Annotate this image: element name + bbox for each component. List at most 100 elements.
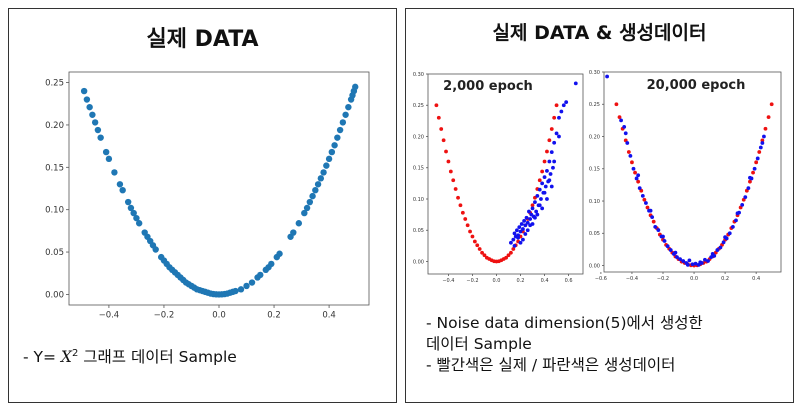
data-point-y-x-2-sample [97, 134, 104, 141]
data-point-generated [703, 257, 707, 262]
data-point-generated [619, 118, 623, 123]
data-point-generated [545, 197, 549, 201]
data-point-generated [557, 115, 561, 120]
x-tick-label: −0.6 [595, 276, 607, 282]
y-tick-label: 0.05 [589, 231, 600, 237]
epoch-2000-chart: −0.4 −0.2 0.0 0.2 0.4 0.6 0.00 0.05 0.10 0.15 0.20… [413, 72, 584, 284]
data-point-generated [543, 184, 548, 189]
data-point-generated [668, 248, 673, 252]
data-point-real [549, 127, 554, 131]
real-data-title: 실제 DATA [146, 27, 259, 52]
data-point-generated [551, 165, 555, 170]
data-point-real [480, 250, 484, 255]
data-point-generated [525, 220, 530, 225]
x-tick-label: −0.4 [626, 276, 638, 282]
data-point-generated [523, 223, 528, 228]
data-point-y-x-2-sample [334, 134, 341, 141]
data-point-generated [547, 178, 552, 183]
data-point-real [504, 255, 509, 260]
data-point-generated [549, 150, 554, 155]
y-tick-label: 0.00 [413, 259, 424, 265]
data-point-real [547, 138, 552, 143]
data-point-real [614, 102, 619, 107]
caption-rest: 그래프 데이터 Sample [78, 348, 237, 367]
data-point-generated [723, 235, 728, 240]
data-point-generated [573, 81, 578, 86]
data-point-real [434, 103, 439, 108]
real-data-panel: 실제 DATA −0.4 −0.2 0.0 0.2 0.4 0.00 0.05 0.10 0.1… [8, 8, 397, 403]
data-point-real [444, 149, 448, 154]
data-point-real [642, 197, 647, 202]
data-point-generated [561, 103, 566, 108]
data-point-real [458, 203, 463, 208]
x-tick-label: −0.4 [442, 278, 454, 284]
data-point-y-x-2-sample [345, 103, 352, 111]
y-tick-label: 0.10 [413, 197, 424, 203]
data-point-real [537, 178, 542, 183]
data-point-generated [554, 131, 559, 136]
data-point-real [540, 169, 545, 174]
data-point-generated [636, 173, 641, 178]
data-point-generated [552, 140, 557, 145]
data-point-real [441, 138, 446, 143]
data-point-generated [735, 211, 740, 216]
data-point-real [645, 205, 650, 210]
data-point-generated [533, 200, 537, 205]
data-point-generated [564, 100, 569, 105]
data-point-y-x-2-sample [124, 198, 132, 206]
y-tick-label: 0.20 [45, 121, 64, 131]
data-point-y-x-2-sample [317, 175, 325, 182]
epoch-label: 20,000 epoch [647, 78, 746, 93]
data-point-generated [681, 259, 686, 263]
data-point-generated [539, 197, 543, 201]
data-point-generated [640, 193, 645, 198]
data-point-generated [521, 237, 525, 242]
data-point-generated [634, 176, 639, 181]
data-point-y-x-2-sample [320, 169, 327, 176]
data-point-generated [644, 201, 648, 205]
plot-frame [603, 71, 782, 273]
data-point-y-x-2-sample [130, 209, 137, 217]
data-point-generated [734, 218, 738, 223]
y-tick-label: 0.00 [589, 263, 600, 269]
data-point-generated [673, 250, 678, 255]
data-point-generated [727, 231, 732, 236]
data-point-real [477, 247, 482, 251]
data-point-y-x-2-sample [91, 119, 99, 126]
data-point-y-x-2-sample [127, 204, 135, 212]
data-point-generated [525, 228, 530, 233]
data-point-generated [547, 159, 552, 164]
caption-prefix: - Y= [23, 348, 61, 367]
data-point-y-x-2-sample [290, 229, 297, 236]
data-point-real [463, 217, 468, 221]
data-point-real [448, 169, 453, 174]
data-point-real [460, 210, 465, 215]
data-point-real [482, 253, 487, 258]
data-point-generated [675, 255, 679, 260]
data-point-generated [678, 257, 682, 261]
data-point-y-x-2-sample [111, 169, 118, 176]
y-tick-label: 0.15 [589, 167, 600, 173]
data-point-y-x-2-sample [102, 148, 110, 156]
data-point-generated [522, 218, 527, 223]
data-point-generated [518, 240, 523, 245]
data-point-generated [552, 159, 557, 164]
plot-frame [427, 73, 584, 275]
data-point-real [552, 115, 557, 120]
data-point-generated [690, 262, 695, 267]
data-point-real [465, 223, 470, 228]
data-point-y-x-2-sample [116, 181, 124, 188]
data-point-generated [545, 168, 549, 173]
data-point-real [453, 187, 458, 191]
data-point-generated [623, 131, 628, 136]
data-point-y-x-2-sample [152, 246, 159, 253]
data-point-generated [653, 224, 658, 229]
data-point-real [626, 150, 631, 154]
y-tick-label: 0.15 [45, 163, 64, 173]
y-tick-label: 0.25 [45, 79, 64, 89]
data-point-generated [516, 235, 521, 240]
data-point-real [468, 229, 472, 234]
y-tick-label: 0.25 [413, 103, 424, 109]
data-point-generated [710, 252, 715, 256]
x-tick-label: 0.0 [493, 278, 501, 284]
